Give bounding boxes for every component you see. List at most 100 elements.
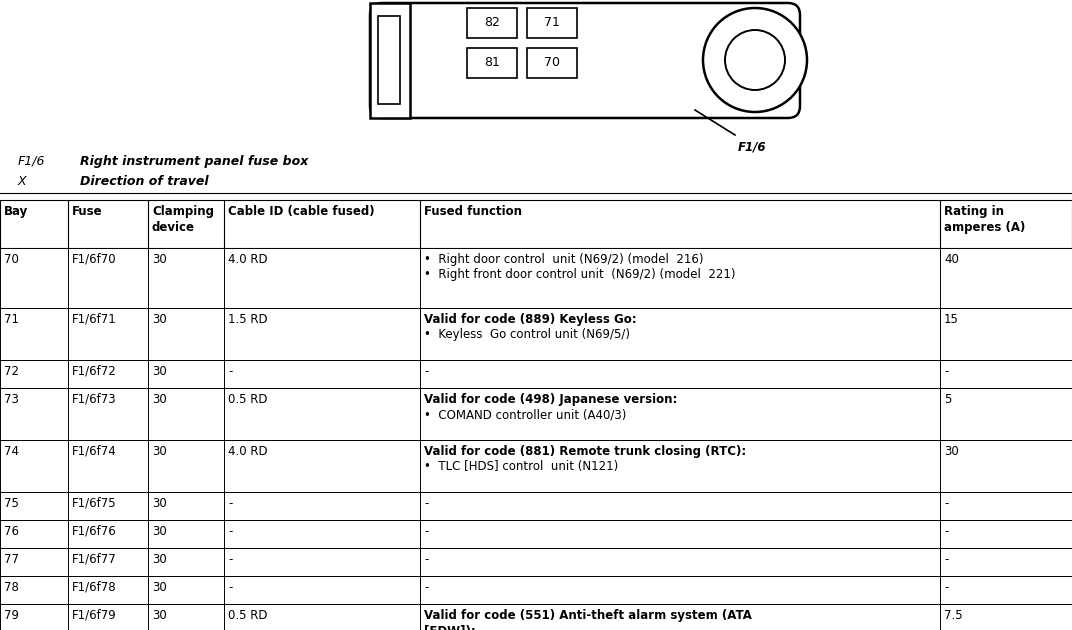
Text: 71: 71	[545, 16, 560, 30]
Text: -: -	[425, 497, 429, 510]
Text: 79: 79	[4, 609, 19, 622]
Text: Clamping
device: Clamping device	[152, 205, 214, 234]
Text: -: -	[425, 365, 429, 378]
Bar	[0, 604, 1072, 630]
Text: Fused function: Fused function	[425, 205, 522, 218]
Text: 77: 77	[4, 553, 19, 566]
Text: Cable ID (cable fused): Cable ID (cable fused)	[228, 205, 374, 218]
Text: [EDW]):: [EDW]):	[425, 624, 476, 630]
Text: 81: 81	[485, 57, 500, 69]
Text: Valid for code (498) Japanese version:: Valid for code (498) Japanese version:	[425, 393, 678, 406]
Bar	[0, 520, 1072, 548]
Text: -: -	[944, 497, 949, 510]
Bar	[0, 440, 1072, 492]
Text: -: -	[944, 581, 949, 594]
Bar	[0, 308, 1072, 360]
Text: Right instrument panel fuse box: Right instrument panel fuse box	[80, 155, 309, 168]
Text: F1/6f76: F1/6f76	[72, 525, 117, 538]
Bar	[0, 576, 1072, 604]
Bar	[370, 3, 410, 118]
Text: X: X	[18, 175, 27, 188]
Text: •  Right front door control unit  (N69/2) (model  221): • Right front door control unit (N69/2) …	[425, 268, 735, 281]
Text: F1/6f73: F1/6f73	[72, 393, 117, 406]
Text: F1/6: F1/6	[18, 155, 45, 168]
Text: Fuse: Fuse	[72, 205, 103, 218]
Text: Valid for code (881) Remote trunk closing (RTC):: Valid for code (881) Remote trunk closin…	[425, 445, 746, 458]
Bar	[527, 8, 577, 38]
Text: -: -	[944, 553, 949, 566]
Text: 30: 30	[152, 393, 167, 406]
Text: 30: 30	[152, 553, 167, 566]
Text: F1/6f78: F1/6f78	[72, 581, 117, 594]
Text: F1/6f77: F1/6f77	[72, 553, 117, 566]
Bar	[0, 388, 1072, 440]
Text: 4.0 RD: 4.0 RD	[228, 445, 268, 458]
Bar	[0, 360, 1072, 388]
Text: -: -	[228, 525, 233, 538]
Bar	[378, 16, 400, 104]
Text: F1/6f71: F1/6f71	[72, 313, 117, 326]
Text: Direction of travel: Direction of travel	[80, 175, 209, 188]
Text: 78: 78	[4, 581, 19, 594]
Text: 30: 30	[152, 253, 167, 266]
Text: •  Keyless  Go control unit (N69/5/): • Keyless Go control unit (N69/5/)	[425, 328, 630, 341]
Text: -: -	[425, 553, 429, 566]
Text: 40: 40	[944, 253, 958, 266]
FancyBboxPatch shape	[370, 3, 800, 118]
Text: 73: 73	[4, 393, 19, 406]
Text: •  Right door control  unit (N69/2) (model  216): • Right door control unit (N69/2) (model…	[425, 253, 703, 266]
Text: •  TLC [HDS] control  unit (N121): • TLC [HDS] control unit (N121)	[425, 460, 619, 473]
Text: 70: 70	[4, 253, 19, 266]
Text: F1/6f74: F1/6f74	[72, 445, 117, 458]
Text: -: -	[425, 581, 429, 594]
Text: 30: 30	[152, 313, 167, 326]
Text: 30: 30	[152, 445, 167, 458]
Text: -: -	[228, 553, 233, 566]
Bar	[467, 8, 517, 38]
Text: Rating in
amperes (A): Rating in amperes (A)	[944, 205, 1026, 234]
Bar	[0, 492, 1072, 520]
Circle shape	[725, 30, 785, 90]
Circle shape	[703, 8, 807, 112]
Text: 5: 5	[944, 393, 951, 406]
Text: 70: 70	[544, 57, 560, 69]
Text: 76: 76	[4, 525, 19, 538]
Bar	[0, 248, 1072, 308]
Text: 71: 71	[4, 313, 19, 326]
Text: F1/6f72: F1/6f72	[72, 365, 117, 378]
Text: 30: 30	[152, 525, 167, 538]
Text: 30: 30	[944, 445, 958, 458]
Bar	[467, 48, 517, 78]
Text: -: -	[228, 497, 233, 510]
Text: F1/6f79: F1/6f79	[72, 609, 117, 622]
Text: Bay: Bay	[4, 205, 28, 218]
Text: 15: 15	[944, 313, 958, 326]
Text: F1/6f75: F1/6f75	[72, 497, 117, 510]
Text: 72: 72	[4, 365, 19, 378]
Text: F1/6: F1/6	[738, 140, 766, 153]
Text: -: -	[425, 525, 429, 538]
Bar	[527, 48, 577, 78]
Text: 30: 30	[152, 609, 167, 622]
Text: F1/6f70: F1/6f70	[72, 253, 117, 266]
Text: 30: 30	[152, 581, 167, 594]
Bar	[0, 200, 1072, 248]
Text: -: -	[944, 365, 949, 378]
Text: Valid for code (889) Keyless Go:: Valid for code (889) Keyless Go:	[425, 313, 637, 326]
Text: Valid for code (551) Anti-theft alarm system (ATA: Valid for code (551) Anti-theft alarm sy…	[425, 609, 751, 622]
Text: 74: 74	[4, 445, 19, 458]
Text: 7.5: 7.5	[944, 609, 963, 622]
Bar	[0, 548, 1072, 576]
Text: 0.5 RD: 0.5 RD	[228, 609, 268, 622]
Text: -: -	[228, 581, 233, 594]
Text: -: -	[944, 525, 949, 538]
Text: -: -	[228, 365, 233, 378]
Text: 30: 30	[152, 497, 167, 510]
Text: 30: 30	[152, 365, 167, 378]
Text: 0.5 RD: 0.5 RD	[228, 393, 268, 406]
Text: 75: 75	[4, 497, 19, 510]
Text: 82: 82	[485, 16, 500, 30]
Text: 1.5 RD: 1.5 RD	[228, 313, 268, 326]
Text: 4.0 RD: 4.0 RD	[228, 253, 268, 266]
Text: •  COMAND controller unit (A40/3): • COMAND controller unit (A40/3)	[425, 408, 626, 421]
